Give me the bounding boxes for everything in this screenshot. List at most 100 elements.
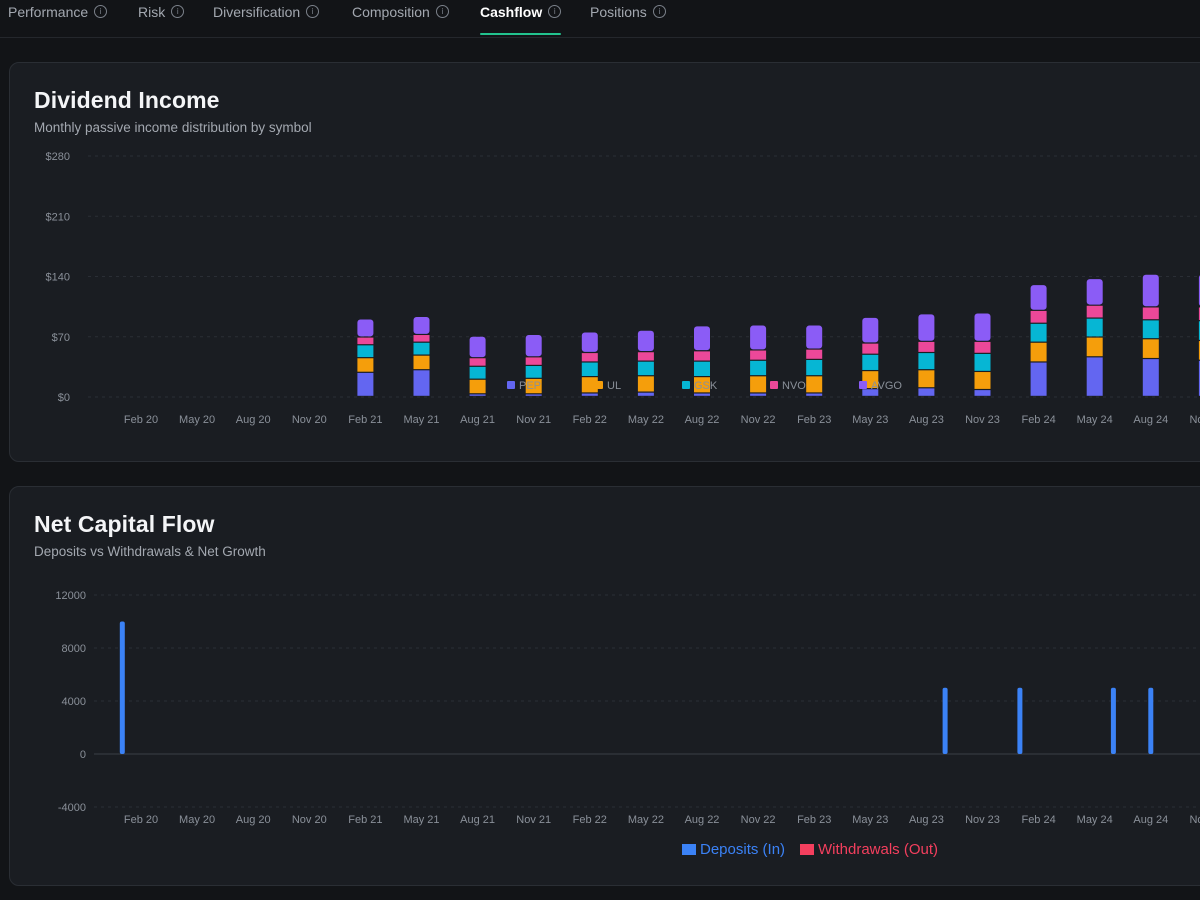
x-tick-label: Nov 22 bbox=[741, 814, 776, 826]
tab-label: Composition bbox=[352, 4, 430, 20]
y-tick-label: $280 bbox=[46, 151, 70, 163]
x-tick-label: Feb 22 bbox=[573, 814, 607, 826]
legend-label: NVO bbox=[782, 380, 806, 392]
legend-swatch bbox=[595, 381, 603, 389]
bar-segment-pep bbox=[1198, 360, 1200, 396]
bar-segment-ul bbox=[1086, 337, 1103, 357]
bar-segment-gsk bbox=[1030, 323, 1047, 342]
x-tick-label: Nov 24 bbox=[1189, 814, 1200, 826]
x-tick-label: Feb 21 bbox=[348, 814, 382, 826]
bar-segment-pep bbox=[525, 394, 542, 396]
x-tick-label: Nov 20 bbox=[292, 414, 327, 426]
tab-risk[interactable]: Risk i bbox=[138, 0, 185, 36]
bar-segment-gsk bbox=[357, 345, 374, 358]
bar-segment-ul bbox=[525, 378, 542, 394]
bar-segment-avgo bbox=[637, 330, 654, 352]
tab-label: Performance bbox=[8, 4, 89, 20]
bar-segment-gsk bbox=[694, 361, 710, 377]
x-tick-label: Feb 20 bbox=[124, 814, 158, 826]
tab-diversification[interactable]: Diversification i bbox=[213, 0, 320, 36]
card-subtitle: Monthly passive income distribution by s… bbox=[34, 120, 312, 135]
y-tick-label: $70 bbox=[52, 332, 70, 344]
bar-segment-pep bbox=[413, 370, 430, 396]
tab-label: Positions bbox=[590, 4, 647, 20]
bar-segment-nvo bbox=[581, 353, 598, 362]
x-tick-label: Nov 23 bbox=[965, 414, 1000, 426]
y-tick-label: $140 bbox=[46, 272, 70, 284]
x-tick-label: Aug 23 bbox=[909, 414, 944, 426]
bar-segment-pep bbox=[694, 393, 710, 396]
bar-segment-nvo bbox=[525, 357, 542, 365]
bar-segment-nvo bbox=[1030, 310, 1047, 323]
legend-label: Deposits (In) bbox=[700, 841, 785, 858]
x-tick-label: Aug 22 bbox=[685, 814, 720, 826]
bar-deposits bbox=[119, 621, 125, 754]
y-tick-label: $0 bbox=[58, 392, 70, 404]
tab-cashflow[interactable]: Cashflow i bbox=[480, 0, 562, 36]
net-capital-flow-chart: -4000 0 4000 8000 12000 Feb 20 May 20 Aug 20 Nov… bbox=[55, 590, 1200, 858]
x-tick-label: May 20 bbox=[179, 814, 215, 826]
bar-segment-pep bbox=[581, 393, 598, 396]
bar-segment-ul bbox=[694, 377, 710, 393]
legend-swatch bbox=[682, 381, 690, 389]
legend-label: AVGO bbox=[871, 380, 902, 392]
bar-segment-nvo bbox=[974, 341, 991, 353]
x-tick-label: Aug 20 bbox=[236, 814, 271, 826]
legend-swatch bbox=[682, 844, 696, 855]
y-tick-label: 4000 bbox=[62, 696, 86, 708]
info-icon[interactable]: i bbox=[652, 5, 666, 18]
info-icon[interactable]: i bbox=[171, 5, 185, 18]
x-tick-label: Nov 21 bbox=[516, 414, 551, 426]
bar-segment-pep bbox=[1030, 362, 1047, 396]
bar-segment-pep bbox=[750, 393, 767, 396]
x-tick-label: May 20 bbox=[179, 414, 215, 426]
tab-performance[interactable]: Performance i bbox=[8, 0, 108, 36]
x-tick-label: Feb 20 bbox=[124, 414, 158, 426]
legend-swatch bbox=[770, 381, 778, 389]
bar-segment-pep bbox=[974, 390, 991, 396]
y-tick-label: 8000 bbox=[62, 643, 86, 655]
bar-segment-nvo bbox=[1198, 307, 1200, 321]
x-tick-label: Aug 24 bbox=[1133, 814, 1168, 826]
y-tick-label: -4000 bbox=[58, 802, 86, 814]
x-tick-label: May 24 bbox=[1077, 414, 1113, 426]
info-icon[interactable]: i bbox=[435, 5, 449, 18]
bar-segment-nvo bbox=[918, 341, 935, 352]
legend-swatch bbox=[800, 844, 814, 855]
x-tick-label: Nov 21 bbox=[516, 814, 551, 826]
legend-label: Withdrawals (Out) bbox=[818, 841, 938, 858]
info-icon[interactable]: i bbox=[94, 5, 108, 18]
x-tick-label: Aug 20 bbox=[236, 414, 271, 426]
bar-segment-pep bbox=[637, 392, 654, 396]
bar-segment-gsk bbox=[750, 360, 767, 376]
bar-segment-pep bbox=[862, 389, 879, 396]
bar-segment-gsk bbox=[862, 354, 879, 370]
x-tick-label: May 21 bbox=[403, 414, 439, 426]
info-icon[interactable]: i bbox=[306, 5, 320, 18]
y-tick-label: 12000 bbox=[55, 590, 86, 602]
bar-segment-avgo bbox=[918, 314, 935, 341]
tab-composition[interactable]: Composition i bbox=[352, 0, 449, 36]
bar-segment-pep bbox=[918, 388, 935, 396]
tab-positions[interactable]: Positions i bbox=[590, 0, 666, 36]
bar-segment-ul bbox=[1142, 339, 1159, 358]
x-tick-label: May 23 bbox=[852, 814, 888, 826]
x-tick-label: Aug 21 bbox=[460, 814, 495, 826]
dividend-income-chart: $0 $70 $140 $210 $280 Feb 20 May 20 Aug 20 Nov 2… bbox=[46, 151, 1200, 426]
bar-segment-avgo bbox=[469, 336, 486, 358]
x-tick-label: May 23 bbox=[852, 414, 888, 426]
bar-segment-nvo bbox=[750, 350, 767, 360]
bar-segment-pep bbox=[469, 394, 486, 396]
bar-segment-nvo bbox=[357, 337, 374, 345]
dividend-income-card: Dividend Income Monthly passive income d… bbox=[9, 62, 1200, 462]
info-icon[interactable]: i bbox=[548, 5, 562, 18]
y-tick-label: 0 bbox=[80, 749, 86, 761]
bar-segment-gsk bbox=[637, 361, 654, 376]
bar-segment-pep bbox=[1142, 359, 1159, 396]
tab-label: Diversification bbox=[213, 4, 301, 20]
bar-deposits bbox=[942, 687, 948, 754]
x-tick-label: Feb 24 bbox=[1021, 414, 1055, 426]
bar-segment-pep bbox=[357, 372, 374, 396]
bar-segment-gsk bbox=[413, 342, 430, 355]
x-tick-label: Feb 23 bbox=[797, 414, 831, 426]
